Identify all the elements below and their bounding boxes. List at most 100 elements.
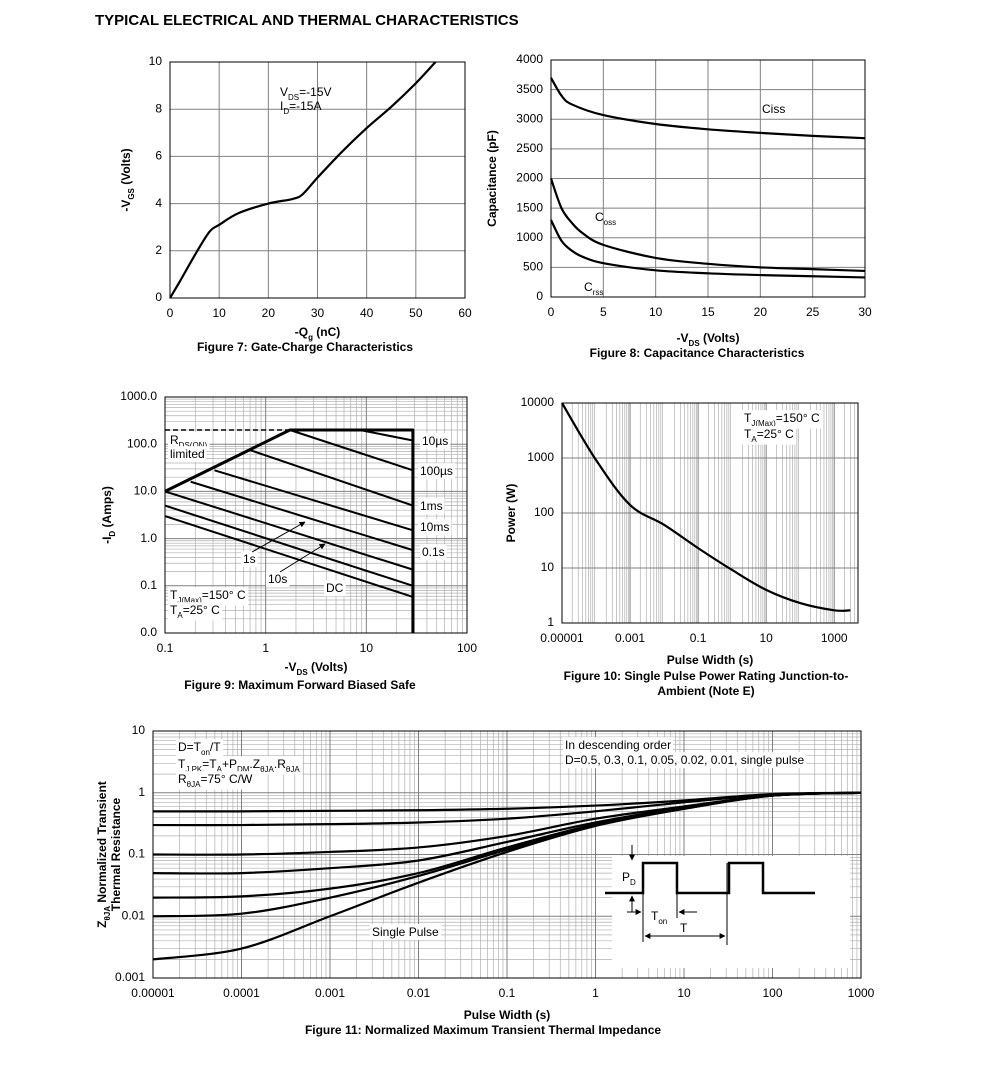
x-tick-label: 0.1: [690, 631, 707, 645]
annotation: TA=25° C: [744, 427, 794, 443]
y-tick-label: 8: [155, 101, 162, 115]
y-axis-label: Power (W): [504, 484, 518, 543]
x-tick-label: 0.001: [315, 986, 345, 1000]
plot-border: [561, 402, 859, 624]
subscript: D: [108, 531, 117, 537]
subscript: θJA: [260, 765, 274, 774]
subscript: on: [201, 748, 210, 757]
label-bg: [176, 739, 224, 758]
plot-border: [169, 61, 466, 299]
series-label: 1s: [243, 552, 256, 566]
text-part: Power (W): [504, 484, 518, 543]
series-label: Single Pulse: [372, 925, 439, 939]
x-tick-label: 15: [701, 305, 715, 319]
text-part: -V: [119, 200, 133, 212]
label-bg: [420, 544, 447, 561]
subscript: J,PK: [185, 765, 203, 774]
label-bg: [324, 580, 346, 597]
series-line: [152, 791, 862, 961]
series-line: [169, 61, 437, 299]
x-tick-label: 100: [457, 641, 477, 655]
annotation: RθJA=75° C/W: [178, 772, 253, 788]
x-tick-label: 1000: [821, 631, 848, 645]
subscript: on: [658, 917, 667, 926]
series-line: [164, 504, 414, 587]
text-part: /T: [210, 740, 221, 754]
x-axis-label: Pulse Width (s): [464, 1008, 551, 1022]
label-bg: [176, 756, 303, 775]
text-part: Pulse Width (s): [667, 653, 754, 667]
inset-label: T: [680, 921, 688, 935]
annotation: TJ(Max)=150° C: [744, 411, 820, 427]
annotation: In descending order: [565, 738, 671, 752]
text-part: P: [622, 870, 630, 884]
figure-caption: Ambient (Note E): [657, 684, 754, 698]
series-line: [152, 791, 862, 827]
text-part: Z: [95, 920, 109, 927]
series-line: [289, 429, 414, 472]
series-line: [561, 402, 851, 612]
text-part: C: [595, 210, 604, 224]
y-axis-label: -ID (Amps): [100, 486, 116, 544]
series-label: Coss: [595, 210, 616, 226]
y-tick-label: 0.1: [140, 578, 157, 592]
y-tick-label: 500: [523, 260, 543, 274]
subscript: θJA: [286, 765, 300, 774]
text-part: =25° C: [183, 603, 220, 617]
plot-border: [164, 396, 468, 634]
y-tick-label: 3500: [516, 82, 543, 96]
series-line: [164, 428, 415, 633]
label-bg: [168, 587, 248, 606]
series-label: 10ms: [420, 520, 449, 534]
text-part: -V: [285, 660, 297, 674]
subscript: DS: [297, 668, 309, 677]
y-tick-label: 4: [155, 196, 162, 210]
y-tick-label: 1500: [516, 200, 543, 214]
subscript: DS: [288, 93, 299, 102]
y-tick-label: 1000: [527, 450, 554, 464]
annotation: D=0.5, 0.3, 0.1, 0.05, 0.02, 0.01, singl…: [565, 753, 804, 767]
annotation: RDS(ON): [170, 433, 207, 449]
y-tick-label: 1.0: [140, 531, 157, 545]
y-tick-label: 2: [155, 243, 162, 257]
x-tick-label: 50: [409, 306, 423, 320]
text-part: (Volts): [700, 331, 740, 345]
x-tick-label: 0.00001: [540, 631, 584, 645]
annotation: TJ,PK=TA+PDM.ZθJA.RθJA: [178, 757, 300, 773]
subscript: DS(ON): [179, 441, 208, 450]
text-part: Thermal Resistance: [109, 797, 123, 911]
text-part: limited: [170, 447, 205, 461]
x-tick-label: 0.1: [157, 641, 174, 655]
series-label: Crss: [584, 280, 603, 296]
text-part: =75° C/W: [200, 772, 252, 786]
y-tick-label: 0.01: [122, 908, 146, 922]
text-part: Capacitance (pF): [485, 130, 499, 227]
y-tick-label: 1: [547, 615, 554, 629]
label-bg: [176, 771, 255, 790]
subscript: A: [751, 435, 757, 444]
series-label: 0.1s: [422, 545, 445, 559]
y-tick-label: 1000.0: [120, 389, 157, 403]
y-tick-label: 1: [138, 785, 145, 799]
x-tick-label: 10: [759, 631, 773, 645]
label-bg: [418, 463, 455, 480]
label-bg: [418, 519, 452, 536]
subscript: GS: [127, 187, 136, 199]
y-tick-label: 100.0: [127, 436, 157, 450]
text-part: =-15V: [299, 85, 331, 99]
text-part: -V: [677, 331, 689, 345]
label-bg: [563, 737, 674, 754]
x-tick-label: 0: [167, 306, 174, 320]
series-line: [550, 77, 866, 140]
x-tick-label: 60: [458, 306, 472, 320]
text-part: Ciss: [762, 102, 785, 116]
label-bg: [168, 432, 210, 451]
figure-caption: Figure 9: Maximum Forward Biased Safe: [184, 678, 416, 692]
x-tick-label: 20: [262, 306, 276, 320]
figure-caption: Figure 10: Single Pulse Power Rating Jun…: [564, 669, 849, 683]
x-tick-label: 5: [600, 305, 607, 319]
x-tick-label: 0.001: [615, 631, 645, 645]
text-part: -I: [100, 537, 114, 544]
y-tick-label: 0.001: [115, 970, 145, 984]
